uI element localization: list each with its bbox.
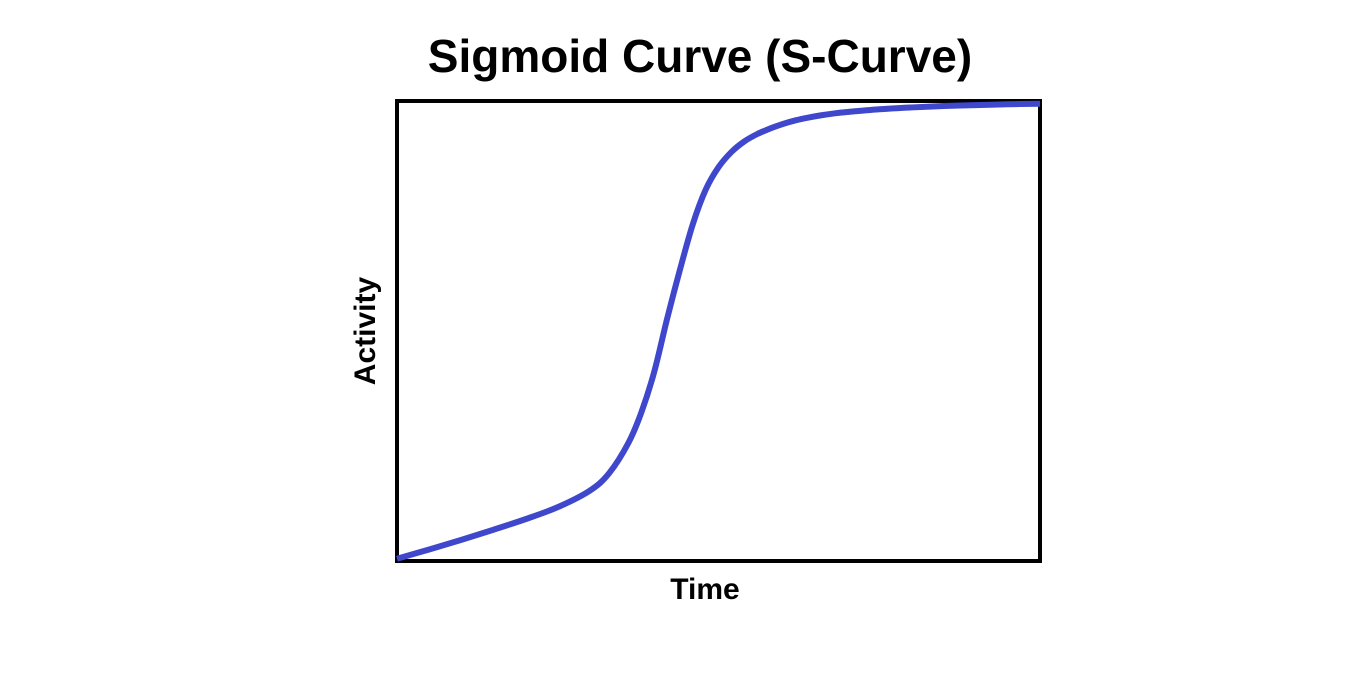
series-layer <box>396 100 1041 562</box>
sigmoid-curve-line <box>396 100 1041 562</box>
x-axis-label: Time <box>670 573 739 606</box>
chart-title: Sigmoid Curve (S-Curve) <box>428 30 972 82</box>
plot-frame <box>395 99 1042 563</box>
y-axis-label: Activity <box>349 277 382 386</box>
